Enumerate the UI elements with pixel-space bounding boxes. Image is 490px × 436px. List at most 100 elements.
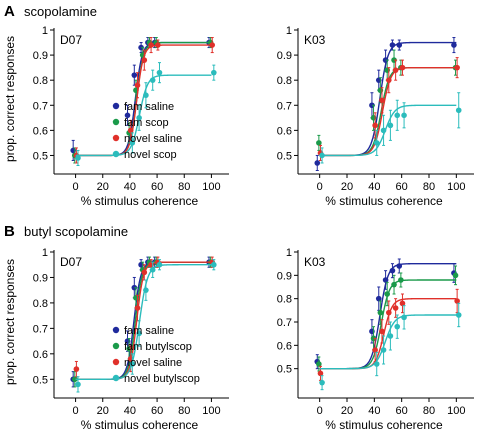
y-axis-label: prop. correct responses xyxy=(3,259,17,385)
data-point xyxy=(387,333,394,339)
data-point xyxy=(372,122,378,129)
data-point xyxy=(380,127,387,134)
y-tick-label: 0.8 xyxy=(277,75,292,87)
y-tick-label: 1 xyxy=(286,25,292,37)
y-tick-label: 0.5 xyxy=(33,374,48,386)
legend-marker xyxy=(112,134,120,142)
x-tick-label: 0 xyxy=(73,181,79,193)
x-tick-label: 100 xyxy=(202,181,220,193)
panel-label: K03 xyxy=(304,255,326,269)
data-point xyxy=(398,277,404,283)
data-point xyxy=(317,370,324,377)
y-tick-label: 0.6 xyxy=(277,340,292,352)
data-point xyxy=(394,112,401,119)
y-tick-label: 0.6 xyxy=(277,125,292,137)
fit-curve xyxy=(75,264,212,380)
x-tick-label: 80 xyxy=(423,405,435,417)
panel-label: D07 xyxy=(60,255,82,269)
series-novel-saline xyxy=(317,57,460,161)
legend-entry: novel saline xyxy=(124,133,182,145)
chart-panel-a-d07: 0.5 0.6 0.7 0.8 0.9 1 0 20 40 60 80 100% stimulus c… xyxy=(3,25,229,208)
x-tick-label: 80 xyxy=(423,181,435,193)
y-tick-label: 0.8 xyxy=(33,75,48,87)
fit-curve xyxy=(319,104,457,157)
data-point xyxy=(391,281,397,288)
y-tick-label: 0.7 xyxy=(277,100,292,112)
data-point xyxy=(75,155,81,161)
legend-entry: novel butylscop xyxy=(124,373,200,385)
data-point xyxy=(394,323,401,330)
data-point xyxy=(392,67,399,73)
series-fam-saline xyxy=(314,37,457,172)
y-tick-label: 0.9 xyxy=(33,50,48,62)
series-novel-butylscop xyxy=(75,259,217,393)
legend: fam saline fam butylscop novel saline novel… xyxy=(112,325,200,385)
y-tick-label: 0.7 xyxy=(33,100,48,112)
data-point xyxy=(319,379,325,386)
legend-marker xyxy=(112,358,120,366)
data-point xyxy=(452,272,459,279)
x-tick-label: 0 xyxy=(317,405,323,417)
x-tick-label: 60 xyxy=(396,405,408,417)
data-point xyxy=(387,122,394,129)
data-point xyxy=(455,312,462,318)
x-axis-label: % stimulus coherence xyxy=(325,194,443,208)
data-point xyxy=(149,267,156,273)
data-point xyxy=(71,376,78,383)
data-point xyxy=(316,140,322,146)
data-point xyxy=(316,361,322,367)
data-point xyxy=(373,140,380,146)
data-point xyxy=(75,381,81,388)
data-point xyxy=(375,295,382,302)
data-point xyxy=(148,42,154,48)
section-a-letter: A xyxy=(4,3,15,20)
x-tick-label: 40 xyxy=(368,181,380,193)
data-point xyxy=(155,42,161,48)
panel-label: D07 xyxy=(60,33,82,47)
legend: fam saline fam scop novel saline novel scop xyxy=(112,101,182,161)
y-tick-label: 0.5 xyxy=(277,364,292,376)
data-point xyxy=(396,263,403,269)
data-point xyxy=(134,305,141,311)
data-point xyxy=(129,361,136,367)
legend-entry: novel scop xyxy=(124,149,177,161)
y-tick-label: 0.6 xyxy=(33,125,48,137)
x-tick-label: 100 xyxy=(447,405,465,417)
data-point xyxy=(389,42,396,48)
legend-entry: fam butylscop xyxy=(124,341,192,353)
data-point xyxy=(156,261,163,268)
x-tick-label: 40 xyxy=(124,405,136,417)
x-tick-label: 20 xyxy=(97,405,109,417)
data-point xyxy=(73,366,80,372)
data-point xyxy=(401,112,407,119)
y-tick-label: 0.7 xyxy=(33,323,48,335)
data-point xyxy=(382,277,389,283)
x-tick-label: 100 xyxy=(202,405,220,417)
chart-panel-b-d07: 0.5 0.6 0.7 0.8 0.9 1 0 20 40 60 80 100% stimulus c… xyxy=(3,247,229,432)
data-point xyxy=(401,314,407,321)
x-tick-label: 80 xyxy=(178,181,190,193)
y-tick-label: 0.7 xyxy=(277,317,292,329)
series-novel-scop xyxy=(75,62,217,166)
fit-curve xyxy=(75,74,212,157)
data-point xyxy=(149,77,156,83)
fit-curve xyxy=(319,314,457,370)
data-point xyxy=(372,347,378,353)
data-point xyxy=(455,107,462,114)
y-tick-label: 0.5 xyxy=(33,150,48,162)
data-point xyxy=(124,112,131,119)
y-tick-label: 0.8 xyxy=(277,294,292,306)
chart-panel-b-k03: 0.5 0.6 0.7 0.8 0.9 1 0 20 40 60 80 100 % stimulus c… xyxy=(277,247,474,432)
legend-entry: fam saline xyxy=(124,325,174,337)
x-axis-label: % stimulus coherence xyxy=(81,418,199,432)
data-point xyxy=(136,330,142,337)
x-tick-label: 60 xyxy=(151,405,163,417)
y-tick-label: 0.6 xyxy=(33,349,48,361)
data-point xyxy=(454,64,460,71)
series-novel-scop xyxy=(319,92,462,164)
data-point xyxy=(156,69,163,76)
data-point xyxy=(314,160,321,166)
section-b-label: butyl scopolamine xyxy=(24,224,128,239)
data-point xyxy=(373,361,380,367)
data-point xyxy=(451,42,457,48)
